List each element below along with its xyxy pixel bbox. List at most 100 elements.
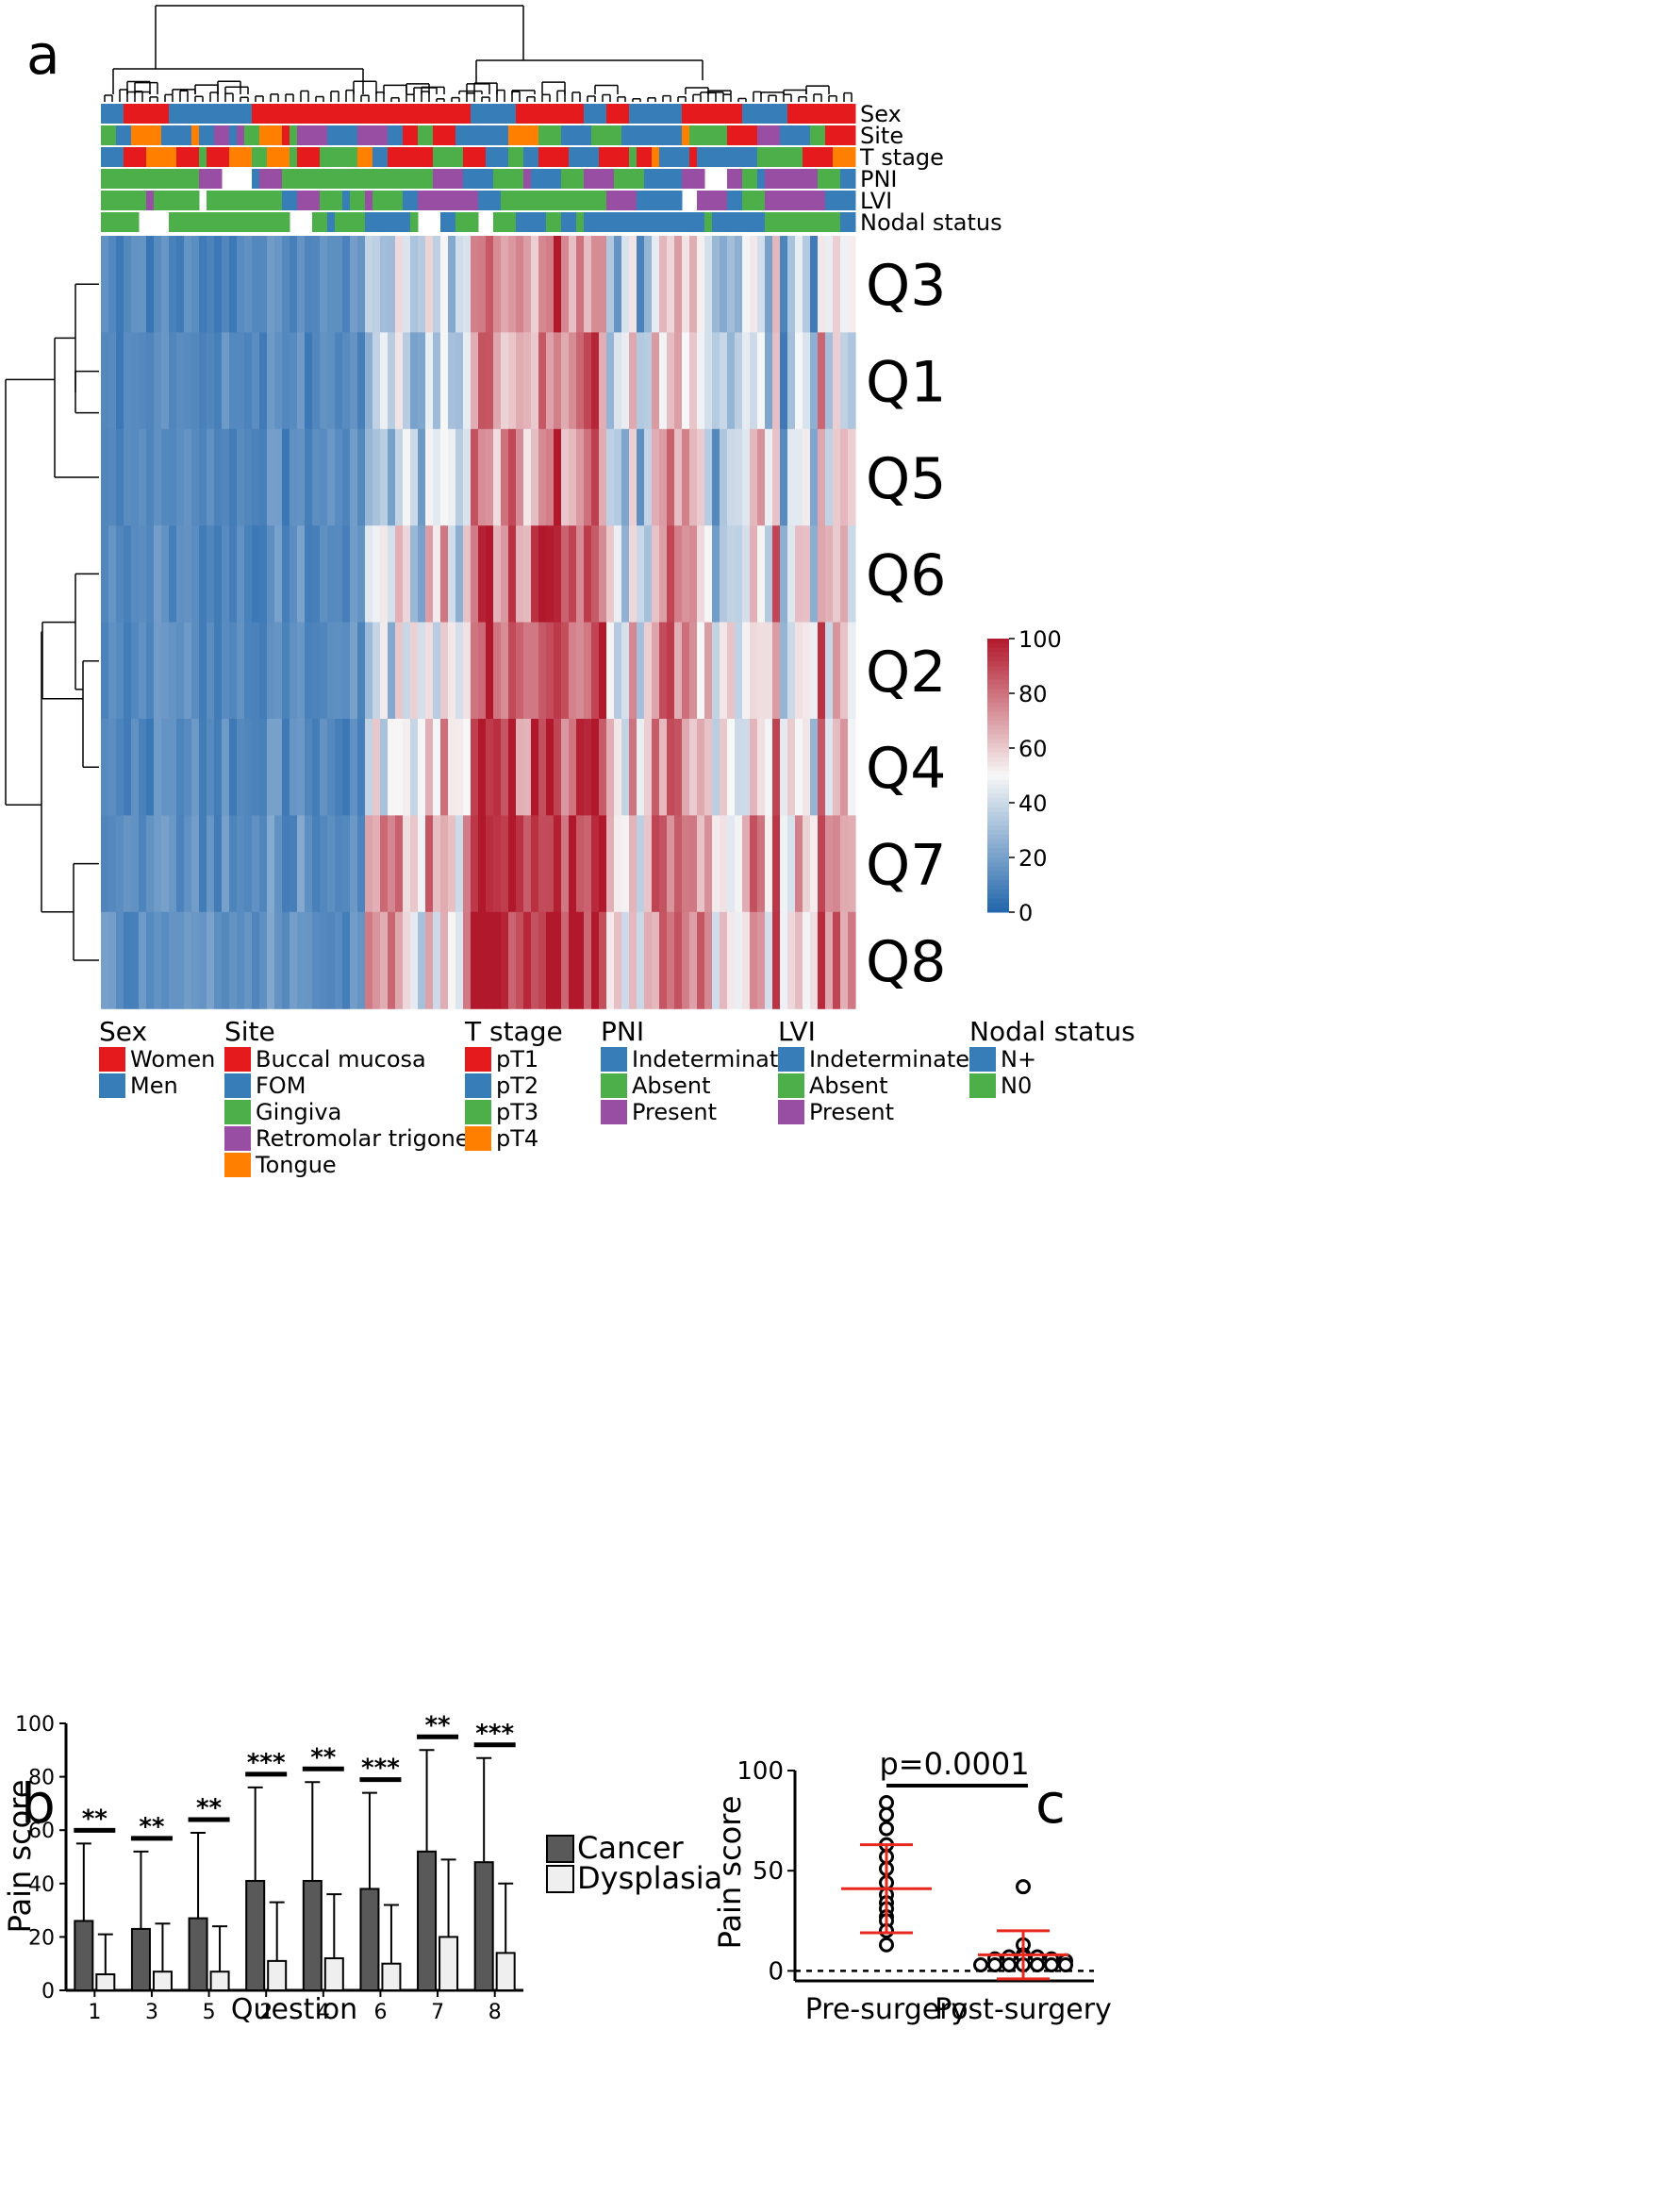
color-scale-step xyxy=(987,697,1009,704)
annotation-cell xyxy=(433,125,441,145)
heatmap-cell xyxy=(176,911,185,1009)
legend-swatch xyxy=(465,1047,491,1072)
heatmap-cell xyxy=(139,911,147,1009)
annotation-cell xyxy=(584,125,592,145)
annotation-cell xyxy=(523,147,532,167)
annotation-cell xyxy=(267,104,275,124)
heatmap-cell xyxy=(207,815,215,913)
annotation-cell xyxy=(546,147,555,167)
color-scale-step xyxy=(987,789,1009,794)
annotation-cell xyxy=(810,191,819,210)
heatmap-cell xyxy=(395,525,404,624)
heatmap-cell xyxy=(335,525,343,624)
annotation-cell xyxy=(712,125,720,145)
annotation-cell xyxy=(259,125,268,145)
heatmap-cell xyxy=(652,525,660,624)
heatmap-cell xyxy=(765,911,773,1009)
bar-dysplasia xyxy=(381,1962,402,1991)
heatmap-cell xyxy=(207,236,215,333)
heatmap-cell xyxy=(569,719,577,816)
heatmap-cell xyxy=(267,622,275,720)
heatmap-cell xyxy=(606,815,615,913)
annotation-cell xyxy=(244,212,253,232)
annotation-cell xyxy=(350,212,358,232)
annotation-cell xyxy=(101,104,109,124)
heatmap-cell xyxy=(365,719,373,816)
heatmap-cell xyxy=(154,911,162,1009)
bar-dysplasia xyxy=(323,1957,344,1992)
annotation-cell xyxy=(818,212,826,232)
annotation-cell xyxy=(576,125,585,145)
annotation-cell xyxy=(516,191,524,210)
annotation-cell xyxy=(372,125,381,145)
heatmap-cell xyxy=(274,428,283,526)
heatmap-cell xyxy=(538,719,547,816)
heatmap-cell xyxy=(116,332,124,430)
annotation-cell xyxy=(207,169,215,189)
heatmap-cell xyxy=(455,622,464,720)
heatmap-cell xyxy=(704,525,713,624)
heatmap-cell xyxy=(350,332,358,430)
annotation-cell xyxy=(380,104,389,124)
legend-item-label: pT2 xyxy=(496,1073,538,1099)
annotation-cell xyxy=(682,147,690,167)
heatmap-cell xyxy=(493,911,502,1009)
heatmap-cell xyxy=(478,815,487,913)
y-tick-label: 100 xyxy=(15,1713,55,1737)
heatmap-cell xyxy=(848,332,856,430)
heatmap-cell xyxy=(418,428,426,526)
heatmap-cell xyxy=(516,525,524,624)
heatmap-cell xyxy=(267,525,275,624)
color-scale-step xyxy=(987,811,1009,817)
heatmap-cell xyxy=(742,236,751,333)
heatmap-cell xyxy=(554,622,562,720)
heatmap-cell xyxy=(320,911,328,1009)
heatmap-cell xyxy=(501,332,509,430)
annotation-cell xyxy=(803,104,811,124)
heatmap-cell xyxy=(169,622,177,720)
bar-cancer xyxy=(359,1888,380,1991)
annotation-cell xyxy=(139,125,147,145)
heatmap-cell xyxy=(290,622,298,720)
annotation-cell xyxy=(380,169,389,189)
heatmap-cell xyxy=(184,525,192,624)
annotation-cell xyxy=(591,212,600,232)
annotation-cell xyxy=(697,212,705,232)
heatmap-cell xyxy=(327,236,336,333)
annotation-cell xyxy=(101,212,109,232)
heatmap-cell xyxy=(704,236,713,333)
annotation-cell xyxy=(652,147,660,167)
annotation-cell xyxy=(176,169,185,189)
annotation-cell xyxy=(614,104,622,124)
annotation-cell xyxy=(342,191,351,210)
heatmap-cell xyxy=(274,719,283,816)
heatmap-cell xyxy=(735,236,743,333)
annotation-cell xyxy=(471,169,479,189)
annotation-cell xyxy=(305,104,313,124)
annotation-cell xyxy=(471,191,479,210)
heatmap-cell xyxy=(357,428,366,526)
heatmap-cell xyxy=(810,332,819,430)
heatmap-cell xyxy=(810,719,819,816)
legend-item-label: FOM xyxy=(256,1073,306,1099)
heatmap-cell xyxy=(742,815,751,913)
heatmap-cell xyxy=(576,911,585,1009)
bar-cancer xyxy=(130,1927,151,1992)
heatmap-cell xyxy=(561,815,570,913)
heatmap-cell xyxy=(508,236,517,333)
heatmap-cell xyxy=(780,622,788,720)
x-tick-label: 2 xyxy=(259,2001,273,2024)
annotation-cell xyxy=(418,104,426,124)
y-tick-label: 100 xyxy=(737,1757,784,1786)
annotation-cell xyxy=(342,147,351,167)
heatmap-cell xyxy=(372,236,381,333)
annotation-cell xyxy=(629,147,637,167)
heatmap-cell xyxy=(606,332,615,430)
annotation-cell xyxy=(599,212,607,232)
heatmap-cell xyxy=(101,911,109,1009)
annotation-cell xyxy=(305,169,313,189)
annotation-cell xyxy=(252,147,260,167)
heatmap-cell xyxy=(667,236,675,333)
heatmap-cell xyxy=(252,911,260,1009)
